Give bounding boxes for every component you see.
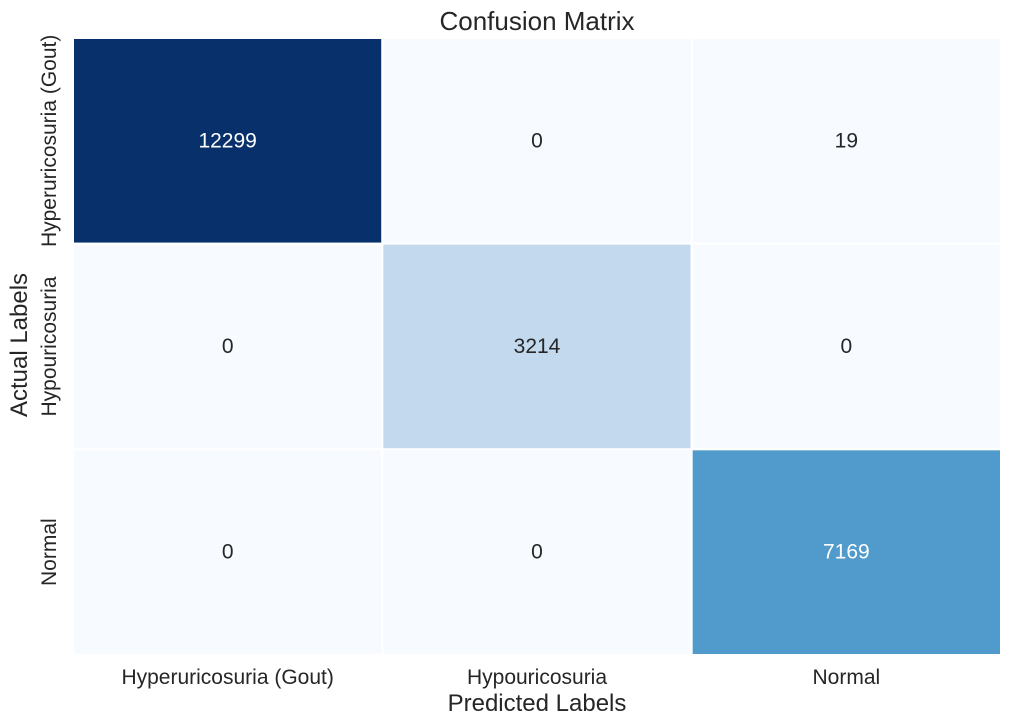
cell-value-r2-c2: 7169 — [823, 541, 870, 564]
heatmap-cell-r1-c2 — [690, 242, 1003, 451]
heatmap-cell-r0-c1 — [381, 37, 693, 245]
y-axis-label: Actual Labels — [6, 273, 33, 417]
x-tick-label: Hyperuricosuria (Gout) — [121, 666, 333, 689]
chart-title: Confusion Matrix — [439, 6, 634, 36]
y-tick-labels: Hyperuricosuria (Gout) Hypouricosuria Norm… — [38, 35, 61, 586]
x-tick-label: Normal — [812, 666, 880, 689]
cell-value-r1-c2: 0 — [840, 335, 852, 358]
cell-value-r1-c0: 0 — [222, 335, 234, 358]
cell-value-r0-c1: 0 — [531, 129, 543, 152]
cell-value-r1-c1: 3214 — [514, 335, 561, 358]
y-tick-label: Hyperuricosuria (Gout) — [38, 35, 61, 247]
y-tick-label: Normal — [38, 518, 61, 586]
heatmap-cells — [72, 37, 1003, 657]
heatmap-cell-r1-c1 — [381, 242, 693, 451]
heatmap-cell-r2-c1 — [381, 448, 693, 657]
heatmap-cell-r0-c2 — [690, 37, 1003, 245]
heatmap-cell-labels: 12299 0 19 0 3214 0 0 0 7169 — [198, 129, 869, 563]
cell-value-r0-c0: 12299 — [198, 129, 256, 152]
heatmap-cell-r2-c2 — [690, 448, 1003, 657]
cell-value-r2-c1: 0 — [531, 541, 543, 564]
heatmap-cell-r0-c0 — [72, 37, 384, 245]
y-tick-label: Hypouricosuria — [38, 276, 61, 416]
x-axis-label: Predicted Labels — [448, 690, 627, 717]
heatmap-cell-r2-c0 — [72, 448, 384, 657]
heatmap-cell-r1-c0 — [72, 242, 384, 451]
x-tick-label: Hypouricosuria — [467, 666, 607, 689]
cell-value-r2-c0: 0 — [222, 541, 234, 564]
x-tick-labels: Hyperuricosuria (Gout) Hypouricosuria Norm… — [121, 666, 880, 689]
cell-value-r0-c2: 19 — [835, 129, 858, 152]
